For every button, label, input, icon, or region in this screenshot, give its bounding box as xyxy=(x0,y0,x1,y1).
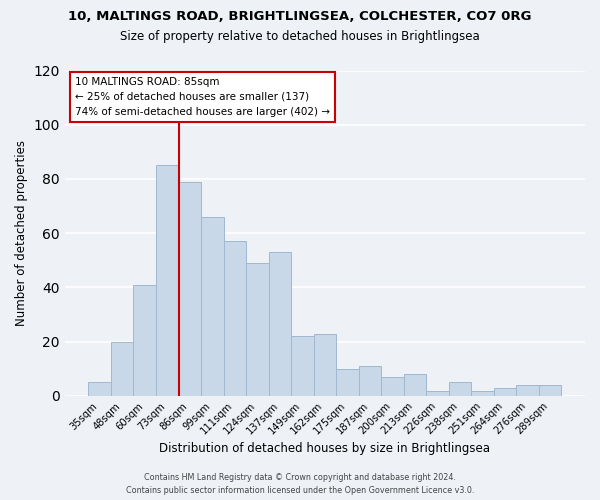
Bar xyxy=(246,263,269,396)
Bar xyxy=(201,217,224,396)
Bar xyxy=(179,182,201,396)
Text: 10, MALTINGS ROAD, BRIGHTLINGSEA, COLCHESTER, CO7 0RG: 10, MALTINGS ROAD, BRIGHTLINGSEA, COLCHE… xyxy=(68,10,532,23)
Bar xyxy=(224,242,246,396)
Bar xyxy=(133,285,156,396)
Bar xyxy=(291,336,314,396)
Bar xyxy=(449,382,471,396)
Bar xyxy=(471,390,494,396)
Bar xyxy=(111,342,133,396)
Text: Contains HM Land Registry data © Crown copyright and database right 2024.
Contai: Contains HM Land Registry data © Crown c… xyxy=(126,474,474,495)
Bar xyxy=(494,388,517,396)
Bar xyxy=(359,366,381,396)
Bar xyxy=(314,334,336,396)
Y-axis label: Number of detached properties: Number of detached properties xyxy=(15,140,28,326)
Bar xyxy=(426,390,449,396)
Bar xyxy=(269,252,291,396)
Bar xyxy=(156,166,179,396)
Bar xyxy=(336,369,359,396)
Bar xyxy=(539,385,562,396)
Bar xyxy=(88,382,111,396)
Text: 10 MALTINGS ROAD: 85sqm
← 25% of detached houses are smaller (137)
74% of semi-d: 10 MALTINGS ROAD: 85sqm ← 25% of detache… xyxy=(75,77,330,116)
Text: Size of property relative to detached houses in Brightlingsea: Size of property relative to detached ho… xyxy=(120,30,480,43)
Bar xyxy=(404,374,426,396)
X-axis label: Distribution of detached houses by size in Brightlingsea: Distribution of detached houses by size … xyxy=(160,442,490,455)
Bar xyxy=(517,385,539,396)
Bar xyxy=(381,377,404,396)
